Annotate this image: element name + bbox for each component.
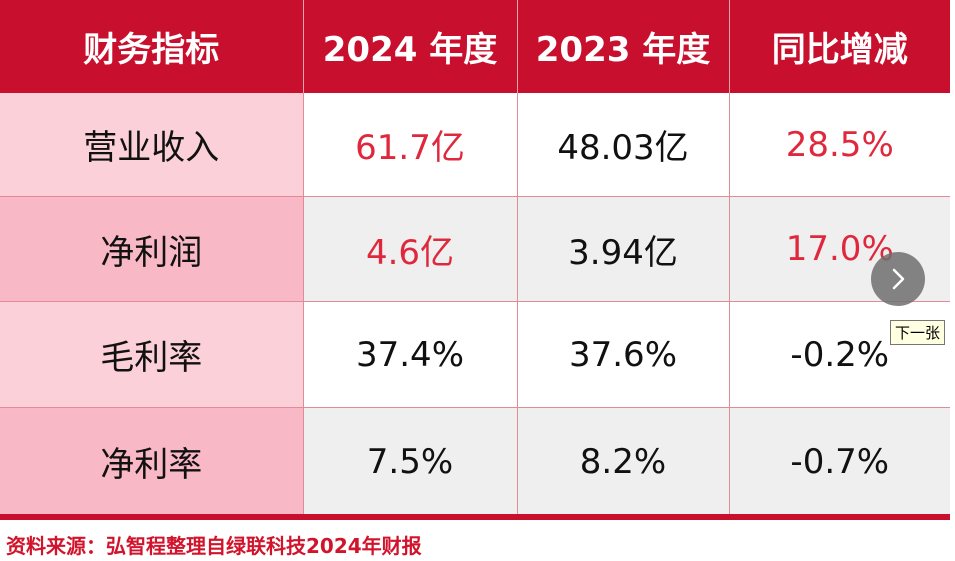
source-note: 资料来源：弘智程整理自绿联科技2024年财报	[6, 534, 422, 558]
table-row-gross-margin: 毛利率 37.4% 37.6% -0.2%	[0, 301, 950, 408]
header-2024: 2024 年度	[303, 0, 518, 93]
value-change: 28.5%	[729, 93, 950, 197]
value-2023: 48.03亿	[517, 93, 730, 197]
header-2023: 2023 年度	[517, 0, 730, 93]
value-change: -0.7%	[729, 407, 950, 515]
value-2024: 7.5%	[303, 407, 518, 515]
row-label: 毛利率	[0, 301, 304, 408]
row-label: 营业收入	[0, 93, 304, 197]
next-image-button[interactable]	[871, 252, 925, 306]
table-row-revenue: 营业收入 61.7亿 48.03亿 28.5%	[0, 93, 950, 197]
value-2024: 61.7亿	[303, 93, 518, 197]
value-2023: 3.94亿	[517, 196, 730, 302]
bottom-divider	[0, 514, 950, 520]
value-2023: 8.2%	[517, 407, 730, 515]
header-indicator: 财务指标	[0, 0, 304, 93]
next-tooltip: 下一张	[890, 320, 946, 345]
value-2024: 37.4%	[303, 301, 518, 408]
value-2024: 4.6亿	[303, 196, 518, 302]
value-change: -0.2%	[729, 301, 950, 408]
table-row-net-margin: 净利率 7.5% 8.2% -0.7%	[0, 407, 950, 515]
row-label: 净利率	[0, 407, 304, 515]
financial-table-container: 财务指标 2024 年度 2023 年度 同比增减 营业收入 61.7亿 48.…	[0, 0, 950, 515]
financial-indicators-table: 财务指标 2024 年度 2023 年度 同比增减 营业收入 61.7亿 48.…	[0, 0, 950, 515]
header-yoy-change: 同比增减	[729, 0, 950, 93]
chevron-right-icon	[892, 268, 905, 290]
value-2023: 37.6%	[517, 301, 730, 408]
table-row-net-profit: 净利润 4.6亿 3.94亿 17.0%	[0, 196, 950, 302]
table-header-row: 财务指标 2024 年度 2023 年度 同比增减	[0, 0, 950, 93]
row-label: 净利润	[0, 196, 304, 302]
